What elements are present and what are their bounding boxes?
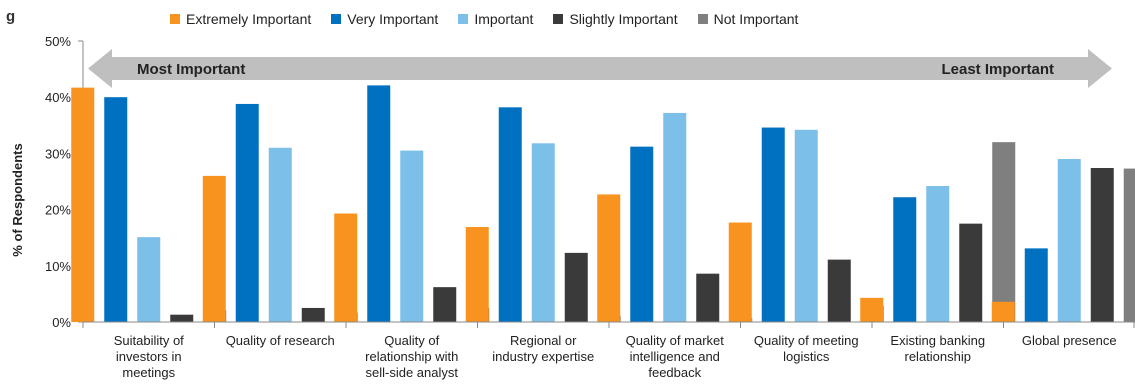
legend-swatch — [331, 14, 342, 24]
legend-label: Very Important — [347, 11, 439, 27]
bar — [827, 259, 851, 322]
bar — [137, 237, 161, 322]
bar — [1057, 159, 1081, 322]
x-tick-label-line: Global presence — [1022, 333, 1117, 348]
y-tick-label: 30% — [45, 146, 71, 161]
x-tick-label-line: meetings — [122, 365, 175, 380]
bar — [71, 87, 95, 322]
bar — [235, 103, 259, 322]
x-tick-label: Existing banking relationship — [890, 333, 985, 364]
bar — [794, 129, 818, 322]
bar — [991, 301, 1015, 322]
bar — [1090, 168, 1114, 322]
bar — [334, 213, 358, 322]
importance-arrow-shape — [88, 49, 1112, 88]
bar — [630, 146, 654, 322]
x-tick-label-line: investors in — [116, 349, 182, 364]
x-tick-label: Quality of meeting logistics — [754, 333, 859, 364]
bars — [71, 85, 1135, 322]
most-important-label: Most Important — [137, 61, 245, 78]
y-tick-label: 10% — [45, 259, 71, 274]
legend-item-not-important: Not Important — [697, 11, 799, 27]
bar — [1024, 248, 1048, 322]
x-tick-label-line: feedback — [648, 365, 701, 380]
bar — [268, 147, 292, 322]
bar — [301, 307, 325, 322]
bar — [992, 142, 1016, 322]
x-tick-label-line: Regional or — [510, 333, 577, 348]
x-tick-label-line: sell-side analyst — [366, 365, 459, 380]
y-tick-label: 40% — [45, 90, 71, 105]
x-tick-label-line: relationship with — [365, 349, 458, 364]
bar — [926, 185, 950, 322]
legend-swatch — [553, 14, 564, 24]
least-important-label: Least Important — [941, 61, 1054, 78]
y-tick-label: 20% — [45, 203, 71, 218]
bar — [433, 287, 457, 322]
x-tick-label: Suitability of investors in meetings — [114, 333, 184, 380]
x-tick-label-line: Suitability of — [114, 333, 184, 348]
legend: Extremely Important Very Important Impor… — [170, 11, 798, 27]
bar — [104, 97, 128, 322]
legend-label: Extremely Important — [186, 11, 312, 27]
bar — [663, 112, 687, 322]
legend-item-extremely-important: Extremely Important — [170, 11, 311, 27]
legend-swatch — [458, 14, 469, 24]
bar — [465, 227, 489, 322]
bar — [400, 150, 424, 322]
y-tick-label: 50% — [45, 34, 71, 49]
header-fragment: g — [6, 8, 16, 25]
legend-swatch — [697, 14, 708, 24]
bar — [498, 107, 522, 322]
x-tick-label: Regional or industry expertise — [492, 333, 594, 364]
legend-item-very-important: Very Important — [331, 11, 438, 27]
bar — [597, 194, 621, 322]
bar — [1123, 168, 1135, 322]
x-tick-label: Quality of research — [226, 333, 335, 348]
bar — [170, 314, 194, 322]
legend-item-slightly-important: Slightly Important — [553, 11, 678, 27]
bar — [696, 273, 720, 322]
y-tick-label: 0% — [52, 315, 71, 330]
bar — [564, 252, 588, 322]
x-tick-label: Global presence — [1022, 333, 1117, 348]
x-tick-label-line: Quality of research — [226, 333, 335, 348]
bar — [860, 297, 884, 322]
x-tick-label-line: logistics — [783, 349, 830, 364]
x-tick-label-line: Quality of market — [626, 333, 725, 348]
legend-item-important: Important — [458, 11, 533, 27]
bar — [761, 127, 785, 322]
x-tick-label-line: Quality of — [384, 333, 439, 348]
x-tick-label-line: intelligence and — [630, 349, 720, 364]
bar — [728, 222, 752, 322]
legend-swatch — [170, 14, 180, 24]
x-axis: Suitability of investors in meetings Qualit… — [82, 321, 1135, 380]
bar — [893, 197, 917, 322]
x-tick-label-line: Quality of meeting — [754, 333, 859, 348]
importance-arrow: Most Important Least Important — [88, 49, 1112, 88]
bar — [959, 223, 983, 322]
bar — [531, 143, 555, 322]
legend-label: Important — [474, 11, 534, 27]
bar — [202, 175, 226, 322]
y-axis-label: % of Respondents — [10, 143, 25, 256]
x-tick-label-line: relationship — [905, 349, 972, 364]
legend-label: Slightly Important — [569, 11, 678, 27]
legend-label: Not Important — [713, 11, 799, 27]
x-tick-label: Quality of relationship with sell-side ana… — [365, 333, 458, 380]
bar — [367, 85, 391, 322]
x-tick-label: Quality of market intelligence and feedbac… — [626, 333, 725, 380]
x-tick-label-line: Existing banking — [890, 333, 985, 348]
x-tick-label-line: industry expertise — [492, 349, 594, 364]
